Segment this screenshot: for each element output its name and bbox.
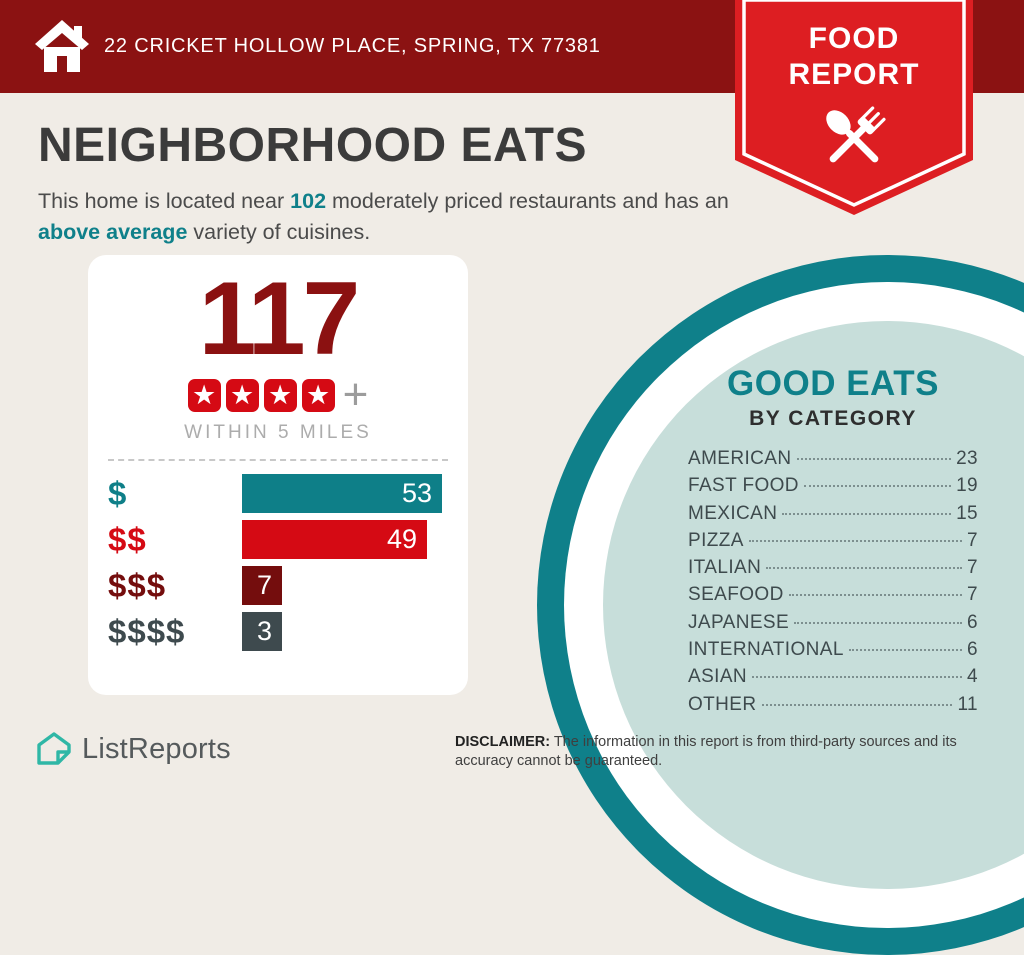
price-tier-bar: 7 [242, 566, 282, 605]
price-tier-row: $$ 49 [108, 520, 468, 559]
category-value: 19 [956, 475, 978, 497]
price-tier-row: $53 [108, 474, 468, 513]
ribbon-line1: FOOD [808, 22, 900, 55]
dotted-leader [766, 567, 963, 570]
category-row: FAST FOOD 19 [688, 475, 978, 502]
ribbon-line2: REPORT [788, 58, 920, 91]
dotted-leader [748, 539, 963, 542]
category-list: AMERICAN 23 FAST FOOD 19 MEXICAN 15 PIZZA 7 ITAL… [688, 448, 978, 721]
price-chart: $53 $$ 49 $$$ 7 $$$$ 3 [88, 474, 468, 651]
category-row: SEAFOOD 7 [688, 584, 978, 611]
category-row: ITALIAN 7 [688, 557, 978, 584]
good-eats-panel: GOOD EATS BY CATEGORY AMERICAN 23 FAST FOO… [688, 364, 978, 721]
price-tier-row: $$$$ 3 [108, 612, 468, 651]
star-icon: ★ [225, 378, 259, 412]
category-value: 4 [967, 666, 978, 688]
good-eats-subtitle: BY CATEGORY [749, 407, 917, 430]
category-label: PIZZA [688, 529, 744, 551]
star-icon: ★ [187, 378, 221, 412]
listreports-brand: ListReports [36, 731, 231, 767]
category-value: 11 [957, 693, 978, 715]
category-value: 7 [967, 557, 978, 579]
price-tier-bar: 49 [242, 520, 427, 559]
intro-pre: This home is located near [38, 189, 291, 213]
price-tier-label: $ [108, 474, 128, 512]
category-label: ITALIAN [688, 557, 762, 579]
category-value: 23 [956, 448, 978, 469]
home-icon [35, 20, 89, 72]
dotted-leader [803, 485, 952, 488]
ribbon-title: FOOD REPORT [735, 21, 973, 93]
category-label: MEXICAN [688, 502, 778, 524]
dotted-leader [761, 703, 953, 706]
good-eats-title: GOOD EATS [727, 364, 939, 403]
dotted-leader [848, 649, 963, 652]
category-value: 6 [967, 639, 978, 661]
good-eats-circle [537, 255, 1024, 955]
category-row: ASIAN 4 [688, 666, 978, 693]
star-icon: ★ [263, 378, 297, 412]
summary-card: 117 ★ ★ ★ ★ + WITHIN 5 MILES $53 $$ 49 $$$ 7 $$$… [88, 255, 468, 695]
intro-text: This home is located near 102 moderately… [38, 186, 738, 248]
category-value: 7 [967, 529, 978, 551]
category-value: 7 [967, 584, 978, 606]
property-address: 22 CRICKET HOLLOW PLACE, SPRING, TX 7738… [104, 35, 601, 57]
price-tier-row: $$$ 7 [108, 566, 468, 605]
category-label: INTERNATIONAL [688, 639, 844, 661]
listreports-logo-icon [37, 732, 71, 765]
category-row: OTHER 11 [688, 694, 978, 721]
dotted-leader [794, 621, 963, 624]
disclaimer-text: The information in this report is from t… [455, 734, 957, 769]
disclaimer: DISCLAIMER: The information in this repo… [455, 733, 995, 771]
category-value: 6 [967, 611, 978, 633]
dotted-leader [752, 676, 963, 679]
dotted-leader [782, 512, 952, 515]
radius-caption: WITHIN 5 MILES [184, 422, 372, 443]
brand-name: ListReports [82, 732, 231, 765]
category-label: FAST FOOD [688, 475, 799, 497]
category-label: SEAFOOD [688, 584, 784, 606]
category-value: 15 [956, 502, 978, 524]
star-rating: ★ ★ ★ ★ + [88, 370, 468, 419]
dotted-leader [796, 458, 952, 460]
price-tier-bar: 3 [242, 612, 282, 651]
price-tier-label: $$$$ [108, 612, 186, 650]
category-row: AMERICAN 23 [688, 448, 978, 475]
plus-sign: + [342, 370, 369, 419]
intro-post: variety of cuisines. [187, 220, 371, 244]
category-row: INTERNATIONAL 6 [688, 639, 978, 666]
category-label: JAPANESE [688, 611, 790, 633]
disclaimer-label: DISCLAIMER: [455, 734, 551, 750]
category-label: OTHER [688, 693, 757, 715]
food-report-ribbon: FOOD REPORT [735, 0, 973, 217]
category-label: AMERICAN [688, 448, 792, 469]
category-row: JAPANESE 6 [688, 612, 978, 639]
page-title: NEIGHBORHOOD EATS [38, 119, 587, 172]
intro-highlight: above average [38, 220, 188, 244]
category-row: MEXICAN 15 [688, 503, 978, 530]
price-tier-label: $$$ [108, 566, 167, 604]
dotted-leader [788, 594, 963, 597]
category-label: ASIAN [688, 666, 748, 688]
total-restaurants: 117 [198, 261, 361, 377]
price-tier-label: $$ [108, 520, 147, 558]
intro-mid: moderately priced restaurants and has an [326, 189, 729, 213]
cutlery-icon [826, 106, 886, 163]
star-icon: ★ [301, 378, 335, 412]
stars-box: ★ ★ ★ ★ [187, 378, 335, 412]
category-row: PIZZA 7 [688, 530, 978, 557]
dashed-divider [108, 459, 448, 461]
price-tier-bar: 53 [242, 474, 442, 513]
restaurant-count: 102 [290, 189, 327, 213]
